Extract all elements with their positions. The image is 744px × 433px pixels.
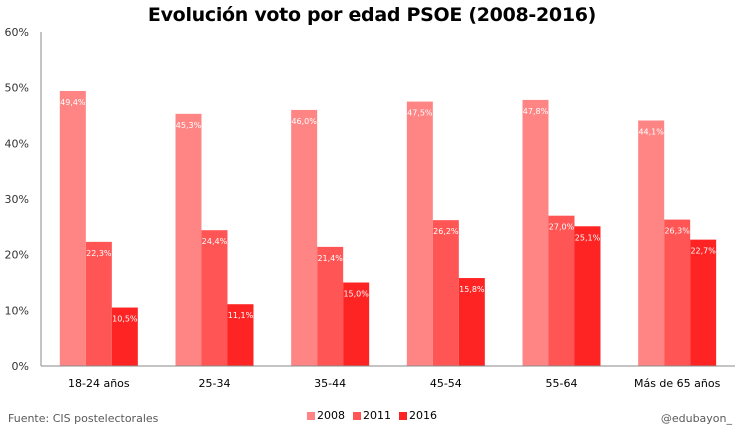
bar-2011 — [664, 219, 691, 366]
data-label: 15,0% — [343, 290, 369, 299]
legend-item-2011: 2011 — [353, 409, 391, 422]
bars: 49,4% 22,3% 10,5% 45,3% 24,4% 11,1% 46,0% 21,4%… — [59, 91, 717, 367]
bar-2011 — [317, 246, 344, 366]
legend-swatch — [307, 411, 315, 420]
data-label: 45,3% — [176, 121, 202, 130]
x-tick-label: Más de 65 años — [634, 377, 721, 390]
bar-2011 — [201, 230, 228, 366]
data-label: 47,8% — [523, 107, 549, 116]
bar-2011 — [85, 241, 112, 366]
chart-title: Evolución voto por edad PSOE (2008-2016) — [147, 4, 597, 26]
bar-2008 — [175, 113, 202, 366]
data-label: 24,4% — [202, 237, 228, 246]
author-credit: @edubayon_ — [660, 412, 732, 425]
legend-label: 2011 — [363, 409, 391, 422]
y-tick-label: 20% — [5, 249, 29, 262]
x-axis-labels: 18-24 años 25-34 35-44 45-54 55-64 Más de 65 … — [68, 377, 721, 390]
bar-2016 — [458, 278, 485, 366]
y-tick-label: 30% — [5, 193, 29, 206]
x-tick-label: 35-44 — [314, 377, 346, 390]
x-tick-label: 18-24 años — [68, 377, 130, 390]
legend-label: 2008 — [317, 409, 345, 422]
data-label: 11,1% — [228, 311, 254, 320]
y-axis-ticks: 0% 10% 20% 30% 40% 50% 60% — [5, 26, 29, 373]
bar-2008 — [638, 120, 665, 366]
source-note: Fuente: CIS postelectorales — [8, 412, 159, 425]
data-label: 49,4% — [60, 98, 86, 107]
data-label: 22,3% — [86, 249, 112, 258]
legend-swatch — [353, 411, 361, 420]
x-tick-label: 55-64 — [546, 377, 578, 390]
y-tick-label: 40% — [5, 137, 29, 150]
bar-chart: 0% 10% 20% 30% 40% 50% 60% 49,4% 22,3% 10,5% 45,3… — [5, 26, 735, 390]
data-label: 25,1% — [575, 233, 601, 242]
data-label: 27,0% — [549, 223, 575, 232]
data-label: 21,4% — [317, 254, 343, 263]
y-tick-label: 60% — [5, 26, 29, 39]
bar-2011 — [548, 215, 575, 366]
legend-item-2008: 2008 — [307, 409, 345, 422]
bar-2016 — [574, 226, 601, 366]
data-label: 15,8% — [459, 285, 485, 294]
legend: 2008 2011 2016 — [0, 409, 744, 422]
bar-2016 — [343, 282, 370, 366]
bar-2016 — [690, 239, 717, 366]
x-tick-label: 45-54 — [430, 377, 462, 390]
bar-2008 — [59, 91, 86, 367]
y-tick-label: 10% — [5, 304, 29, 317]
y-tick-label: 50% — [5, 82, 29, 95]
data-label: 47,5% — [407, 109, 433, 118]
data-label: 44,1% — [638, 128, 664, 137]
y-tick-label: 0% — [12, 360, 29, 373]
bar-2008 — [291, 109, 318, 366]
legend-swatch — [399, 411, 407, 420]
data-label: 10,5% — [112, 315, 138, 324]
bar-2008 — [522, 99, 549, 366]
x-tick-label: 25-34 — [199, 377, 231, 390]
legend-label: 2016 — [409, 409, 437, 422]
legend-item-2016: 2016 — [399, 409, 437, 422]
data-label: 26,3% — [664, 227, 690, 236]
bar-2016 — [111, 307, 138, 366]
bar-2008 — [406, 101, 433, 366]
data-label: 46,0% — [291, 117, 317, 126]
bar-2016 — [227, 304, 254, 366]
bar-2011 — [432, 220, 459, 366]
data-label: 22,7% — [690, 247, 716, 256]
data-label: 26,2% — [433, 227, 459, 236]
